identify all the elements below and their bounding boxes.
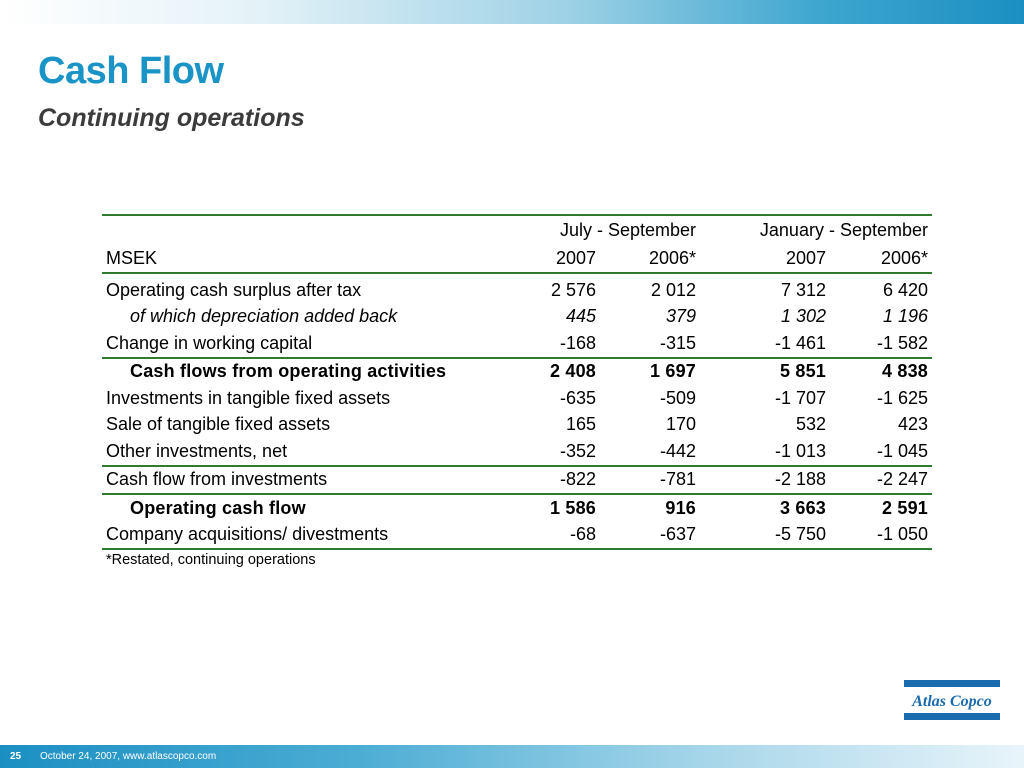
table-row: Other investments, net -352 -442 -1 013 … xyxy=(102,438,932,467)
cell-value: 1 302 xyxy=(780,306,826,327)
cell-value: 1 196 xyxy=(882,306,928,327)
cell-value: 2 591 xyxy=(881,497,928,518)
row-label: Cash flow from investments xyxy=(102,465,502,495)
cell-value: -1 461 xyxy=(700,330,830,359)
row-label: Other investments, net xyxy=(102,438,502,467)
cell-value: 7 312 xyxy=(780,279,826,300)
slide-subtitle: Continuing operations xyxy=(38,104,305,132)
cell-value: -781 xyxy=(600,465,700,495)
table-row: Sale of tangible fixed assets 165 170 53… xyxy=(102,412,932,439)
cell-value: -1 013 xyxy=(700,438,830,467)
cell-value: -1 050 xyxy=(830,521,932,550)
row-label: of which depreciation added back xyxy=(130,306,398,327)
period-header-row: July - September January - September xyxy=(102,214,932,244)
cell-value: 916 xyxy=(665,497,696,518)
cell-value: 6 420 xyxy=(882,279,928,300)
cell-value: -352 xyxy=(502,438,600,467)
year-header-row: MSEK 2007 2006* 2007 2006* xyxy=(102,244,932,274)
cell-value: -635 xyxy=(559,387,596,408)
row-label: Sale of tangible fixed assets xyxy=(106,414,331,435)
cell-value: -1 582 xyxy=(830,330,932,359)
table-row: Investments in tangible fixed assets -63… xyxy=(102,385,932,412)
table-row: Change in working capital -168 -315 -1 4… xyxy=(102,330,932,359)
cell-value: 1 586 xyxy=(549,497,596,518)
cell-value: 2 012 xyxy=(650,279,696,300)
table-row: of which depreciation added back 445 379… xyxy=(102,304,932,331)
cell-value: 4 838 xyxy=(881,361,928,382)
svg-text:Atlas Copco: Atlas Copco xyxy=(911,693,992,710)
period-header-jan-sep: January - September xyxy=(700,214,932,244)
cell-value: -442 xyxy=(600,438,700,467)
atlas-copco-logo: Atlas Copco xyxy=(904,678,1000,722)
year-header: 2007 xyxy=(502,244,600,274)
period-header-jul-sep: July - September xyxy=(502,214,700,244)
slide-title: Cash Flow xyxy=(38,50,224,92)
unit-label: MSEK xyxy=(102,244,502,274)
row-label: Change in working capital xyxy=(102,330,502,359)
year-header: 2007 xyxy=(700,244,830,274)
subtotal-row: Cash flow from investments -822 -781 -2 … xyxy=(102,465,932,495)
cash-flow-table: July - September January - September MSE… xyxy=(102,214,932,550)
footnote: *Restated, continuing operations xyxy=(106,552,316,568)
cell-value: -2 188 xyxy=(700,465,830,495)
cell-value: -1 625 xyxy=(876,387,928,408)
table-row: Company acquisitions/ divestments -68 -6… xyxy=(102,521,932,550)
row-label: Operating cash surplus after tax xyxy=(106,279,362,300)
cell-value: 2 576 xyxy=(550,279,596,300)
cell-value: 1 697 xyxy=(649,361,696,382)
cell-value: 423 xyxy=(897,414,928,435)
bottom-gradient-bar xyxy=(0,745,1024,768)
row-label: Operating cash flow xyxy=(130,497,306,518)
cell-value: 445 xyxy=(565,306,596,327)
cell-value: 532 xyxy=(795,414,826,435)
cell-value: -168 xyxy=(502,330,600,359)
cell-value: 165 xyxy=(565,414,596,435)
cell-value: 3 663 xyxy=(779,497,826,518)
year-header: 2006* xyxy=(830,244,932,274)
cell-value: -509 xyxy=(659,387,696,408)
page-number: 25 xyxy=(10,751,22,762)
row-label: Company acquisitions/ divestments xyxy=(102,521,502,550)
cell-value: -5 750 xyxy=(700,521,830,550)
year-header: 2006* xyxy=(600,244,700,274)
top-gradient-bar xyxy=(0,0,1024,24)
cell-value: -1 045 xyxy=(830,438,932,467)
table-row: Operating cash surplus after tax 2 576 2… xyxy=(102,277,932,304)
cell-value: -68 xyxy=(502,521,600,550)
cell-value: 379 xyxy=(665,306,696,327)
subtotal-row: Cash flows from operating activities 2 4… xyxy=(102,358,932,386)
cell-value: 5 851 xyxy=(779,361,826,382)
footer-text: October 24, 2007, www.atlascopco.com xyxy=(40,751,217,762)
cell-value: 2 408 xyxy=(549,361,596,382)
cell-value: -822 xyxy=(502,465,600,495)
cell-value: -2 247 xyxy=(830,465,932,495)
row-label: Cash flows from operating activities xyxy=(130,361,447,382)
cell-value: -1 707 xyxy=(774,387,826,408)
cell-value: 170 xyxy=(665,414,696,435)
total-row: Operating cash flow 1 586 916 3 663 2 59… xyxy=(102,494,932,522)
cell-value: -315 xyxy=(600,330,700,359)
row-label: Investments in tangible fixed assets xyxy=(106,387,391,408)
cell-value: -637 xyxy=(600,521,700,550)
